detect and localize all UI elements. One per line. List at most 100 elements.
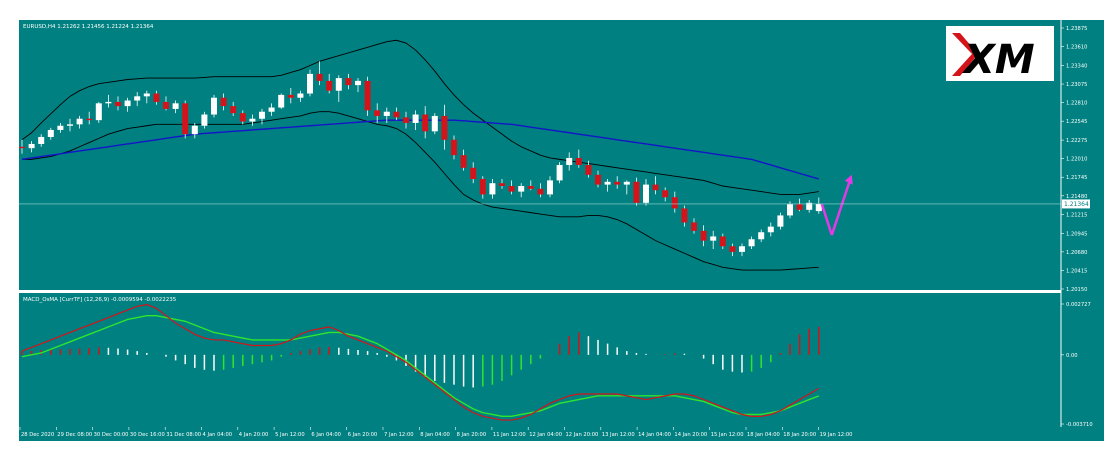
- price-tick-label: 1.22010: [1066, 157, 1087, 163]
- time-tick-label: 14 Jan 04:00: [638, 432, 671, 438]
- candle: [806, 200, 813, 213]
- price-tick-label: 1.22545: [1066, 119, 1087, 125]
- candle-body: [585, 164, 592, 175]
- candle: [249, 114, 256, 126]
- candle-body: [115, 101, 121, 107]
- xm-logo-box: [946, 26, 1054, 81]
- candle-body: [451, 139, 457, 156]
- price-tick-label: 1.20945: [1066, 231, 1087, 237]
- candle-body: [326, 80, 333, 91]
- candle-body: [508, 186, 515, 192]
- price-tick-label: 1.21745: [1066, 175, 1087, 181]
- candle-body: [191, 125, 198, 135]
- candle: [691, 218, 697, 234]
- candle: [47, 127, 54, 140]
- candle-body: [748, 239, 755, 247]
- macd-panel-background: [19, 293, 1061, 427]
- candle-body: [422, 114, 429, 132]
- candle-body: [614, 181, 621, 185]
- time-tick-label: 31 Dec 08:00: [166, 432, 201, 438]
- candle-body: [211, 97, 217, 115]
- time-tick-label: 6 Jan 04:00: [311, 432, 341, 438]
- candle-body: [393, 111, 400, 118]
- candle-body: [691, 222, 697, 231]
- candle: [652, 176, 659, 195]
- candle: [57, 122, 64, 133]
- candle: [412, 110, 419, 130]
- time-tick-label: 18 Jan 04:00: [747, 432, 780, 438]
- candle-body: [643, 184, 649, 203]
- macd-title: MACD_OsMA [CurrTF] (12,26,9) -0.0009594 …: [23, 297, 177, 303]
- bollinger-upper-line: [21, 39, 819, 195]
- candle-body: [806, 202, 813, 210]
- candle-body: [595, 174, 601, 185]
- time-tick-label: 12 Jan 04:00: [529, 432, 562, 438]
- time-tick-label: 28 Dec 2020: [21, 432, 54, 438]
- candle: [259, 108, 265, 125]
- candle: [403, 111, 409, 129]
- forecast-up-leg: [830, 180, 851, 236]
- candle-body: [172, 103, 179, 109]
- macd-main-line: [21, 303, 820, 421]
- candle-body: [815, 203, 822, 212]
- bollinger-lower-line: [22, 111, 819, 271]
- candle-body: [796, 204, 803, 210]
- price-tick-label: 1.20150: [1066, 287, 1087, 293]
- forecast-arrows: [820, 174, 853, 236]
- candle-body: [287, 94, 294, 98]
- candle: [585, 160, 592, 178]
- macd-histogram: [21, 326, 820, 388]
- candle-body: [383, 111, 390, 116]
- candle: [182, 100, 189, 139]
- candle-body: [499, 183, 505, 187]
- candle: [163, 96, 169, 111]
- candle: [489, 178, 496, 199]
- candle: [662, 187, 669, 202]
- candle-body: [95, 103, 102, 121]
- candle: [364, 76, 371, 116]
- time-tick-label: 19 Jan 12:00: [820, 432, 853, 438]
- price-tick-label: 1.23610: [1066, 45, 1087, 51]
- candle-body: [518, 186, 525, 192]
- candle: [316, 61, 323, 86]
- candle-body: [57, 125, 64, 130]
- price-tick-label: 1.22810: [1066, 101, 1087, 107]
- time-tick-label: 5 Jan 12:00: [275, 432, 305, 438]
- candle-body: [124, 100, 131, 107]
- candle-body: [633, 181, 640, 203]
- candle: [595, 170, 601, 188]
- candle-body: [134, 96, 141, 101]
- candle-body: [710, 236, 717, 241]
- candle-body: [662, 190, 669, 198]
- candle: [700, 225, 707, 247]
- candle: [76, 115, 83, 129]
- candle: [278, 93, 285, 109]
- candle: [134, 92, 141, 107]
- candle: [211, 94, 217, 118]
- candle: [681, 205, 688, 227]
- candle: [460, 149, 467, 171]
- price-axis: 1.23875 1.23610 1.23340 1.23075 1.22810 1.225…: [1061, 26, 1087, 293]
- xm-logo: XM: [946, 26, 1054, 83]
- candle: [777, 212, 784, 230]
- candle: [719, 233, 726, 250]
- candle: [268, 103, 275, 116]
- candle: [67, 118, 73, 132]
- candle-body: [163, 101, 169, 109]
- candle-body: [527, 186, 534, 189]
- candle: [19, 139, 25, 154]
- candle: [441, 104, 448, 150]
- time-tick-label: 6 Jan 20:00: [348, 432, 378, 438]
- candle-body: [364, 80, 371, 111]
- candle-body: [575, 157, 582, 165]
- candle: [201, 111, 208, 129]
- candle: [86, 111, 93, 125]
- candle: [172, 100, 179, 114]
- candle: [470, 162, 477, 184]
- candle-body: [767, 226, 774, 233]
- candle-body: [143, 93, 150, 97]
- candle-body: [268, 107, 275, 112]
- candle: [671, 191, 678, 213]
- time-tick-label: 14 Jan 20:00: [674, 432, 707, 438]
- candle: [191, 122, 198, 139]
